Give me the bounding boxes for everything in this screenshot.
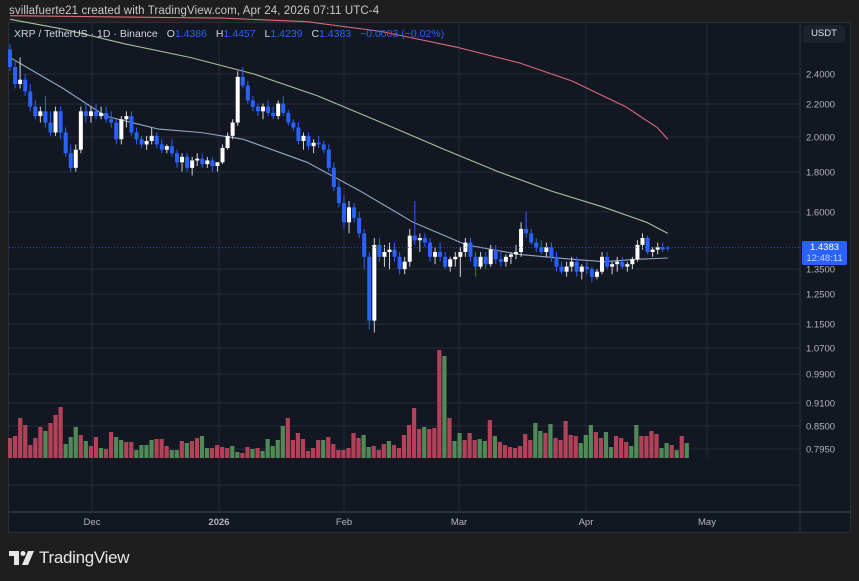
symbol-title: XRP / TetherUS · 1D · Binance bbox=[14, 28, 158, 40]
svg-text:2026: 2026 bbox=[208, 517, 229, 528]
chart-caption: svillafuerte21 created with TradingView.… bbox=[9, 5, 380, 17]
currency-button[interactable]: USDT bbox=[803, 25, 845, 43]
svg-text:0.9900: 0.9900 bbox=[806, 370, 835, 381]
svg-text:1.1500: 1.1500 bbox=[806, 320, 835, 331]
close-label: C bbox=[311, 28, 320, 40]
svg-text:Dec: Dec bbox=[84, 517, 101, 528]
candlestick-series bbox=[8, 44, 670, 333]
svg-text:1.0700: 1.0700 bbox=[806, 344, 835, 355]
svg-text:1.2500: 1.2500 bbox=[806, 290, 835, 301]
svg-text:Feb: Feb bbox=[336, 517, 352, 528]
svg-text:Apr: Apr bbox=[579, 517, 594, 528]
svg-text:2.0000: 2.0000 bbox=[806, 133, 835, 144]
svg-text:0.8500: 0.8500 bbox=[806, 422, 835, 433]
svg-text:2.2000: 2.2000 bbox=[806, 100, 835, 111]
svg-text:0.7950: 0.7950 bbox=[806, 445, 835, 456]
open-value: 1.4386 bbox=[174, 28, 207, 40]
low-value: 1.4239 bbox=[270, 28, 303, 40]
high-value: 1.4457 bbox=[223, 28, 256, 40]
high-label: H bbox=[215, 28, 224, 40]
low-label: L bbox=[264, 28, 271, 40]
svg-text:1.6000: 1.6000 bbox=[806, 208, 835, 219]
svg-text:Mar: Mar bbox=[451, 517, 467, 528]
last-price-tag: 1.4383 12:48:11 bbox=[802, 241, 847, 265]
tradingview-logo: TradingView bbox=[9, 548, 130, 568]
svg-text:1.8000: 1.8000 bbox=[806, 168, 835, 179]
change-value: −0.0003 (−0.02%) bbox=[360, 28, 445, 40]
brand-name: TradingView bbox=[39, 548, 130, 567]
grid-lines bbox=[9, 22, 851, 533]
close-value: 1.4383 bbox=[319, 28, 352, 40]
volume-bars bbox=[8, 350, 689, 458]
svg-text:1.3500: 1.3500 bbox=[806, 265, 835, 276]
svg-text:May: May bbox=[698, 517, 716, 528]
svg-text:2.4000: 2.4000 bbox=[806, 70, 835, 81]
last-price-value: 1.4383 bbox=[809, 242, 840, 253]
tradingview-logo-icon bbox=[9, 551, 34, 565]
open-label: O bbox=[166, 28, 175, 40]
svg-text:0.9100: 0.9100 bbox=[806, 399, 835, 410]
symbol-legend: XRP / TetherUS · 1D · Binance O1.4386 H1… bbox=[14, 28, 444, 40]
price-axis[interactable]: 2.4000 2.2000 2.0000 1.8000 1.6000 1.3500 1.25… bbox=[806, 70, 835, 456]
bar-countdown: 12:48:11 bbox=[806, 253, 843, 264]
time-axis[interactable]: Dec 2026 Feb Mar Apr May bbox=[84, 517, 717, 528]
moving-average-lines bbox=[9, 15, 669, 263]
